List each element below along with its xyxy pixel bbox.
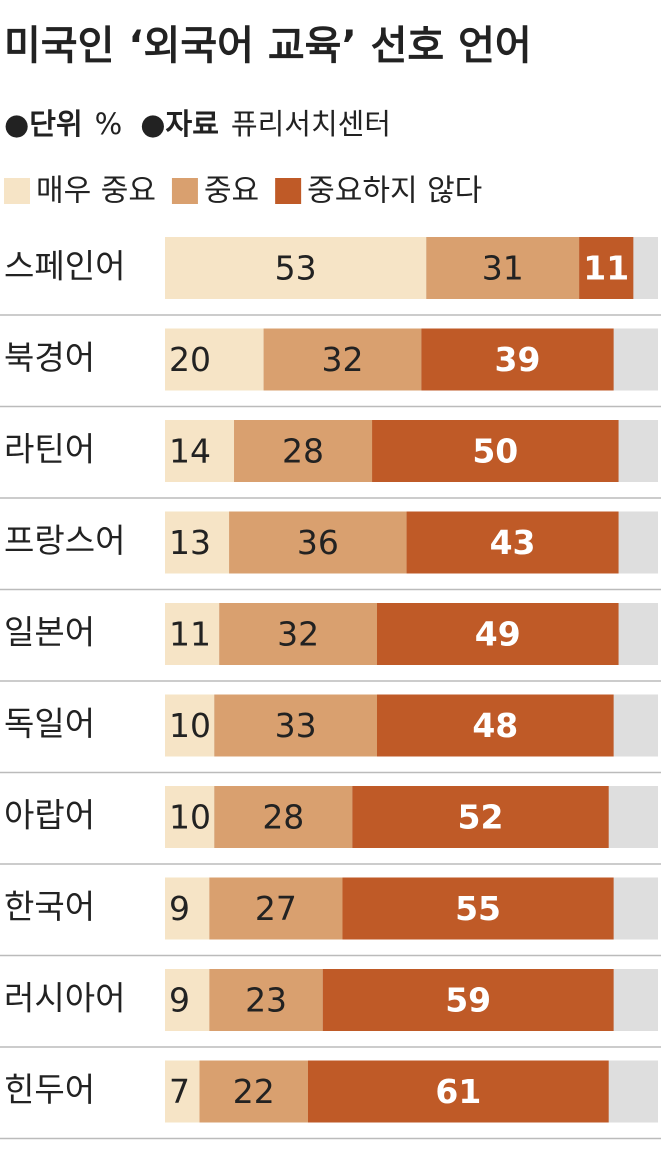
bar-segment [165, 237, 427, 299]
value-label: 48 [472, 706, 518, 745]
bar-segment [165, 420, 235, 482]
value-label: 43 [490, 523, 536, 562]
legend-label: 중요하지 않다 [307, 174, 482, 209]
legend-label: 매우 중요 [36, 174, 156, 209]
value-label: 28 [282, 432, 324, 471]
bar-segment [421, 328, 614, 391]
bar-segment [426, 237, 580, 299]
bar-segment [165, 877, 210, 940]
value-label: 39 [495, 340, 541, 379]
bar-segment [579, 237, 634, 299]
legend-label: 중요 [204, 174, 259, 209]
source-label: ●자료 [140, 107, 219, 141]
value-label: 23 [245, 981, 287, 1020]
value-label: 32 [277, 615, 319, 654]
bar-segment [165, 1060, 200, 1123]
bar-segment [165, 511, 230, 574]
category-label: 프랑스어 [4, 521, 125, 560]
value-label: 31 [482, 249, 524, 288]
value-label: 50 [472, 432, 518, 471]
category-label: 독일어 [4, 704, 95, 743]
bar-segment [214, 786, 353, 848]
bar-segment [209, 877, 343, 940]
value-label: 33 [275, 706, 317, 745]
bar-segment [214, 694, 377, 757]
bar-segment [322, 969, 614, 1031]
value-label: 11 [583, 249, 629, 288]
category-label: 힌두어 [4, 1070, 95, 1109]
value-label: 9 [169, 981, 190, 1020]
category-label: 북경어 [4, 338, 95, 377]
bar-segment [307, 1060, 609, 1123]
value-label: 36 [297, 523, 339, 562]
value-label: 10 [169, 706, 211, 745]
value-label: 49 [475, 615, 521, 654]
value-label: 7 [169, 1072, 190, 1111]
chart-title: 미국인 ‘외국어 교육’ 선호 언어 [4, 23, 532, 69]
value-label: 27 [255, 889, 297, 928]
bar-segment [376, 603, 619, 665]
bar-segment [342, 877, 614, 940]
value-label: 13 [169, 523, 211, 562]
unit-label: ●단위 [4, 107, 83, 141]
value-label: 11 [169, 615, 211, 654]
value-label: 20 [169, 340, 211, 379]
source: 퓨리서치센터 [231, 107, 391, 141]
bar-segment [165, 694, 215, 757]
legend-swatch [4, 178, 30, 204]
legend-swatch [171, 178, 198, 204]
value-label: 52 [458, 798, 504, 837]
bar-segment [229, 511, 407, 574]
bar-segment [165, 603, 220, 665]
value-label: 28 [262, 798, 304, 837]
legend-swatch [275, 178, 302, 204]
bar-segment [199, 1060, 308, 1123]
category-label: 라틴어 [4, 430, 95, 469]
value-label: 10 [169, 798, 211, 837]
category-label: 러시아어 [4, 979, 125, 1018]
value-label: 14 [169, 432, 211, 471]
bar-segment [219, 603, 377, 665]
bar-segment [406, 511, 619, 574]
bar-segment [165, 969, 210, 1031]
unit: % [95, 107, 123, 141]
bar-segment [209, 969, 323, 1031]
bar-segment [263, 328, 422, 391]
category-label: 스페인어 [4, 247, 125, 286]
value-label: 55 [455, 889, 501, 928]
bar-segment [234, 420, 373, 482]
bar-segment [376, 694, 614, 757]
value-label: 22 [233, 1072, 275, 1111]
value-label: 9 [169, 889, 190, 928]
value-label: 61 [435, 1072, 481, 1111]
category-label: 한국어 [4, 887, 95, 926]
category-label: 아랍어 [4, 796, 95, 835]
value-label: 32 [321, 340, 363, 379]
category-label: 일본어 [4, 613, 95, 652]
bar-segment [165, 786, 215, 848]
value-label: 59 [445, 981, 491, 1020]
bar-segment [372, 420, 619, 482]
bar-segment [352, 786, 609, 848]
bar-segment [165, 328, 264, 391]
value-label: 53 [275, 249, 317, 288]
